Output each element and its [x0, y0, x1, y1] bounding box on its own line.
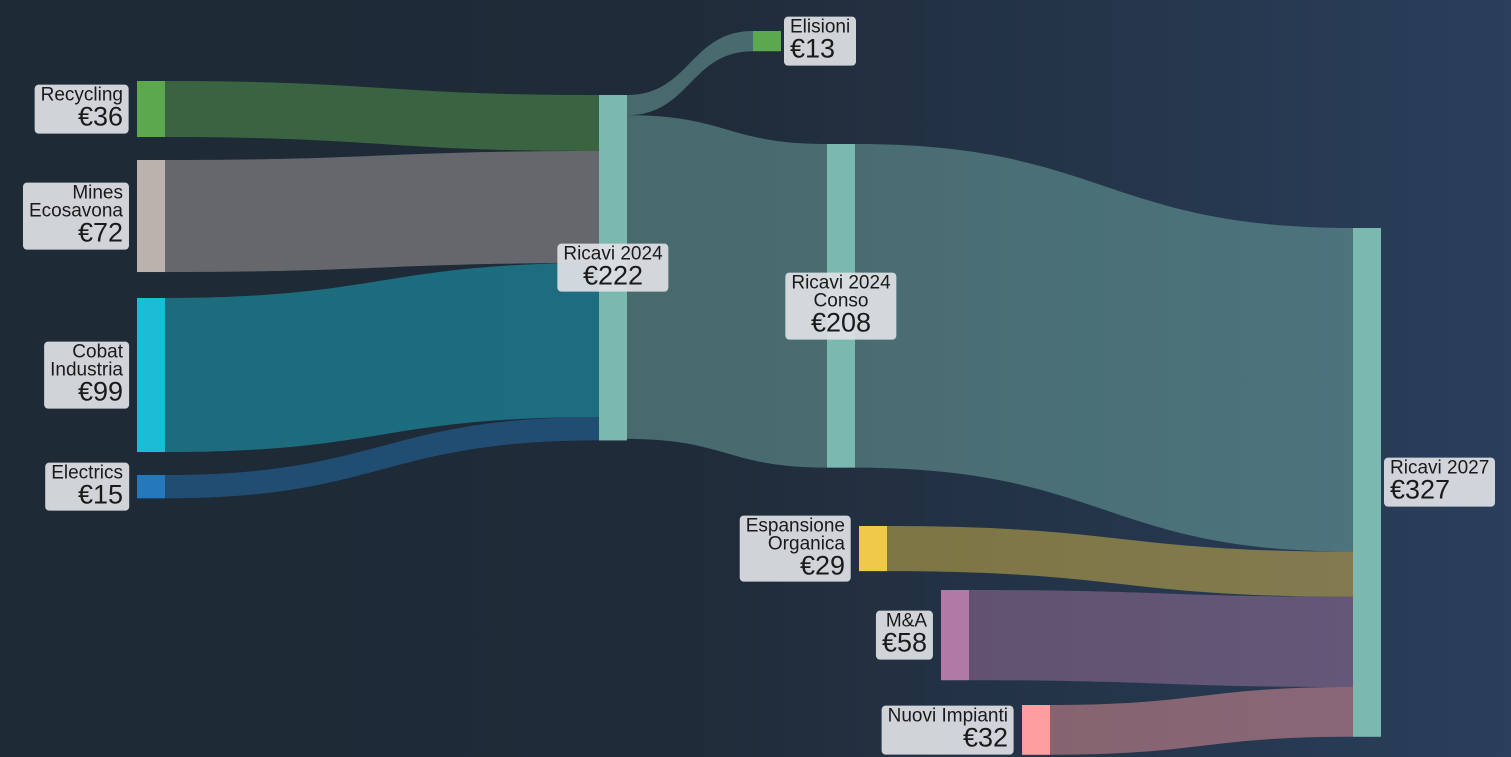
- node-value: €222: [582, 260, 644, 291]
- node-name: Electrics: [51, 462, 123, 484]
- node-name: Cobat Industria: [50, 341, 123, 381]
- node: [753, 31, 781, 52]
- node-label: Nuovi Impianti €32: [881, 705, 1014, 755]
- node: [137, 81, 165, 138]
- node-name: Mines Ecosavona: [28, 182, 123, 222]
- link: [969, 590, 1353, 688]
- node: [1353, 228, 1381, 737]
- link: [165, 417, 599, 499]
- node-label: Espansione Organica €29: [739, 515, 851, 582]
- node-name: Nuovi Impianti: [887, 705, 1008, 727]
- node-value: €99: [77, 376, 123, 407]
- node-label: Ricavi 2024 Conso €208: [785, 272, 897, 340]
- node-name: Ricavi 2027: [1390, 458, 1490, 480]
- link: [165, 263, 599, 453]
- node-value: €36: [77, 101, 123, 132]
- node: [137, 298, 165, 453]
- node: [137, 475, 165, 499]
- node-value: €13: [790, 33, 836, 64]
- node-name: Ricavi 2024: [563, 243, 663, 265]
- node-name: Ricavi 2024 Conso: [791, 272, 891, 312]
- node-label: Cobat Industria €99: [44, 341, 129, 409]
- link: [165, 151, 599, 273]
- node-value: €32: [962, 722, 1008, 753]
- node-name: Elisioni: [790, 16, 851, 38]
- node-value: €58: [881, 627, 927, 658]
- node: [1022, 705, 1050, 755]
- node: [137, 160, 165, 273]
- node-name: M&A: [885, 610, 927, 632]
- links: [165, 31, 1353, 755]
- node: [941, 590, 969, 681]
- link: [165, 81, 599, 152]
- node-label: Ricavi 2027 €327: [1384, 458, 1496, 507]
- link: [627, 115, 827, 468]
- node-value: €72: [77, 217, 123, 248]
- node-value: €15: [77, 479, 123, 510]
- link: [1050, 687, 1353, 755]
- node-value: €208: [810, 307, 872, 338]
- node-label: Elisioni €13: [784, 16, 857, 66]
- node-value: €327: [1390, 475, 1451, 506]
- node-label: M&A €58: [875, 610, 933, 660]
- link: [855, 144, 1353, 552]
- node-label: Recycling €36: [34, 84, 129, 134]
- link: [887, 526, 1353, 597]
- link: [627, 31, 753, 116]
- node-value: €29: [799, 550, 845, 581]
- node-label: Ricavi 2024 €222: [557, 243, 669, 293]
- node-name: Espansione Organica: [745, 515, 845, 555]
- node-label: Electrics €15: [45, 462, 129, 511]
- node-label: Mines Ecosavona €72: [22, 182, 129, 250]
- node: [859, 526, 887, 572]
- node-name: Recycling: [40, 84, 123, 106]
